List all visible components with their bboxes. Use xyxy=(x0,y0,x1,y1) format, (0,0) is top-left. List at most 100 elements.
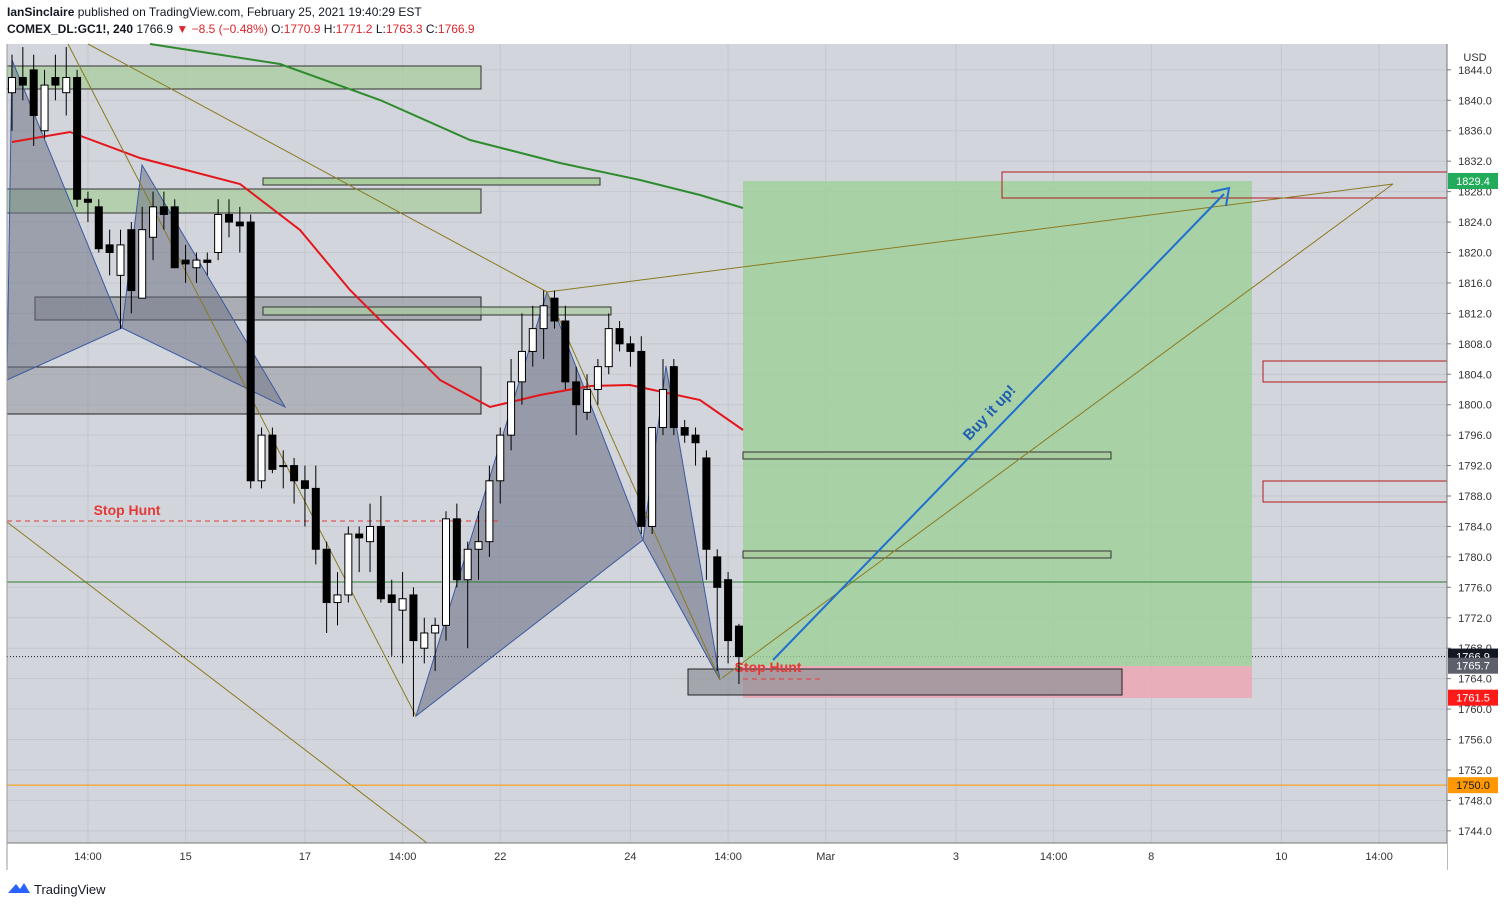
candle-body xyxy=(517,350,526,383)
candle-body xyxy=(290,465,299,482)
price-label-box xyxy=(1448,172,1498,189)
x-tick-label: 14:00 xyxy=(389,851,417,863)
y-tick-label: 1744.0 xyxy=(1458,826,1492,838)
ma-green xyxy=(149,43,744,209)
candle-body xyxy=(734,625,743,658)
candle-body xyxy=(409,594,418,642)
x-tick-label: 14:00 xyxy=(1365,851,1393,863)
y-tick-label: 1820.0 xyxy=(1458,248,1492,260)
ohlc-label: O: xyxy=(271,22,284,36)
zone xyxy=(742,451,1112,460)
y-tick-label: 1756.0 xyxy=(1458,735,1492,747)
y-tick-label: 1764.0 xyxy=(1458,674,1492,686)
x-tick-label: Mar xyxy=(816,851,835,863)
candle-body xyxy=(572,381,581,406)
candle-body xyxy=(170,206,179,269)
candle-body xyxy=(604,328,613,368)
candle-body xyxy=(322,548,331,604)
candle-body xyxy=(441,518,450,626)
x-tick-label: 17 xyxy=(299,851,311,863)
candle-body xyxy=(214,213,223,254)
ohlc-value: 1763.3 xyxy=(385,22,423,36)
price-label: 1761.5 xyxy=(1456,693,1490,705)
target-zone xyxy=(743,181,1252,666)
candle-body xyxy=(528,328,537,352)
candle-body xyxy=(550,297,559,322)
candle-body xyxy=(138,229,147,299)
down-arrow: ▼ xyxy=(176,22,189,36)
candle-body xyxy=(18,76,27,86)
candle-body xyxy=(105,244,114,254)
zone xyxy=(742,550,1112,559)
candle-body xyxy=(376,525,385,600)
zone xyxy=(262,177,601,186)
x-tick-label: 14:00 xyxy=(1040,851,1068,863)
candle-body xyxy=(539,305,548,330)
candle-body xyxy=(593,366,602,390)
zone xyxy=(262,306,612,316)
candle-body xyxy=(496,434,505,482)
candle-body xyxy=(648,427,657,527)
candle-body xyxy=(116,244,125,276)
candle-body xyxy=(561,320,570,383)
x-tick-label: 3 xyxy=(953,851,959,863)
candle-body xyxy=(702,457,711,550)
last-price: 1766.9 xyxy=(136,22,174,36)
trend-lines xyxy=(6,43,1394,844)
candle-body xyxy=(149,206,158,238)
ohlc-label: H: xyxy=(323,22,336,36)
x-tick-label: 22 xyxy=(494,851,506,863)
candle-body xyxy=(366,525,375,543)
symbol: COMEX_DL:GC1!, 240 xyxy=(7,22,134,36)
candle-body xyxy=(94,206,103,250)
price-label-box xyxy=(1448,777,1498,794)
candle-body xyxy=(615,328,624,345)
pattern xyxy=(6,59,123,381)
price-label: 1829.4 xyxy=(1456,176,1490,188)
candle-body xyxy=(257,434,266,482)
axis-labels: 1744.01748.01752.01756.01760.01764.01768… xyxy=(74,65,1498,863)
brand: TradingView xyxy=(34,882,106,897)
price-label: 1765.7 xyxy=(1456,661,1490,673)
y-tick-label: 1840.0 xyxy=(1458,95,1492,107)
candle-body xyxy=(127,229,136,292)
y-tick-label: 1772.0 xyxy=(1458,613,1492,625)
candle-body xyxy=(73,76,82,200)
currency: USD xyxy=(1463,52,1486,64)
y-tick-label: 1828.0 xyxy=(1458,187,1492,199)
x-tick-label: 14:00 xyxy=(74,851,102,863)
candle-body xyxy=(431,624,440,634)
candle-body xyxy=(300,480,309,489)
y-tick-label: 1800.0 xyxy=(1458,400,1492,412)
y-tick-label: 1816.0 xyxy=(1458,278,1492,290)
candle-body xyxy=(203,259,212,263)
candle-body xyxy=(192,259,201,269)
y-tick-label: 1844.0 xyxy=(1458,65,1492,77)
arrow xyxy=(772,193,1225,661)
candle-body xyxy=(507,381,516,436)
y-tick-label: 1748.0 xyxy=(1458,795,1492,807)
candle-body xyxy=(669,366,678,429)
y-tick-label: 1788.0 xyxy=(1458,491,1492,503)
candle-body xyxy=(398,598,407,611)
y-tick-label: 1832.0 xyxy=(1458,156,1492,168)
candle-body xyxy=(333,594,342,604)
candle-body xyxy=(724,579,733,642)
candle-body xyxy=(463,548,472,581)
candle-body xyxy=(474,541,483,550)
candle-body xyxy=(224,213,233,223)
candle-body xyxy=(40,84,49,132)
candle-body xyxy=(268,434,277,470)
y-tick-label: 1760.0 xyxy=(1458,704,1492,716)
price-label: 1750.0 xyxy=(1456,780,1490,792)
ohlc-value: 1766.9 xyxy=(437,22,475,36)
annotation: Stop Hunt xyxy=(94,502,161,518)
ohlc-label: L: xyxy=(375,22,386,36)
zone xyxy=(687,668,1123,696)
candle-body xyxy=(420,632,429,649)
ma-red xyxy=(11,130,744,431)
x-tick-label: 15 xyxy=(179,851,191,863)
candle-body xyxy=(355,533,364,539)
symbol-line: COMEX_DL:GC1!, 240 1766.9 ▼ −8.5 (−0.48%… xyxy=(7,21,475,38)
